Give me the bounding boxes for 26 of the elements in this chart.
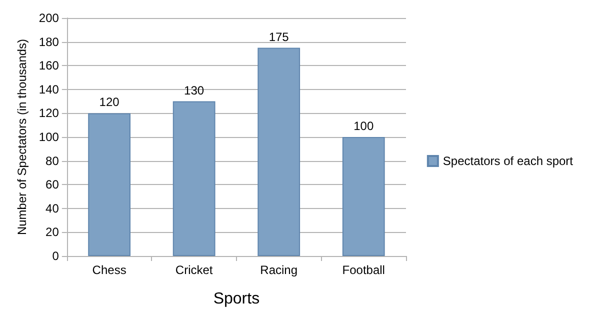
x-tick-label: Chess <box>92 263 126 277</box>
y-tick-label: 160 <box>38 58 60 73</box>
y-tick-label: 100 <box>38 130 60 144</box>
legend-label: Spectators of each sport <box>442 154 574 168</box>
y-tick-label: 180 <box>38 34 60 49</box>
y-tick-label: 40 <box>46 201 60 216</box>
bar <box>88 113 130 256</box>
bar <box>342 137 385 256</box>
y-tick-label: 140 <box>38 82 60 96</box>
x-tick-label: Cricket <box>175 263 214 277</box>
data-label: 175 <box>268 30 290 44</box>
y-tick-label: 60 <box>46 178 60 192</box>
y-tick-label: 20 <box>46 225 60 240</box>
bar <box>172 101 216 256</box>
x-tick-label: Racing <box>260 263 298 277</box>
data-label: 100 <box>354 119 374 133</box>
data-label: 120 <box>99 95 120 110</box>
y-tick-label: 0 <box>52 249 60 263</box>
x-tick-label: Football <box>342 263 385 277</box>
y-tick-label: 120 <box>38 106 60 120</box>
y-axis-title: Number of Spectators (in thousands) <box>15 38 29 236</box>
x-axis-title: Sports <box>213 290 260 308</box>
data-label: 130 <box>184 83 204 98</box>
y-tick-label: 200 <box>38 11 60 25</box>
y-tick-label: 80 <box>46 154 60 168</box>
bar <box>258 48 300 256</box>
